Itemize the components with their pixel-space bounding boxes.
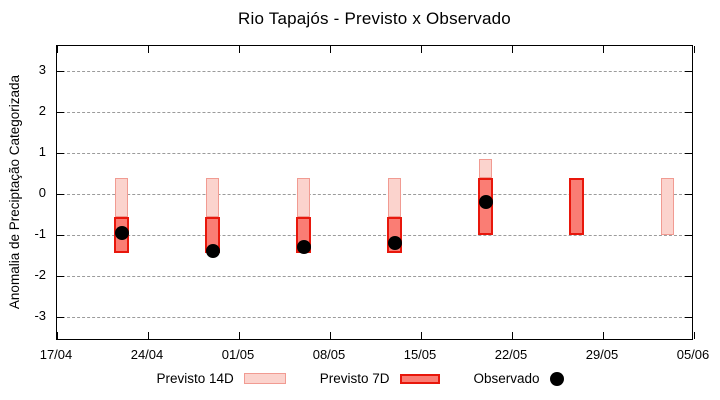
x-tick-label: 29/05 (585, 347, 619, 362)
x-tick-top (512, 46, 513, 53)
x-tick-label: 01/05 (221, 347, 255, 362)
observado-dot (297, 240, 311, 255)
x-tick-top (694, 46, 695, 53)
bar-previsto-14d (206, 177, 219, 217)
y-tick-label: -3 (34, 308, 46, 323)
x-tick-bottom (603, 332, 604, 339)
x-tick-top (57, 46, 58, 53)
y-tick-label: 0 (38, 185, 46, 200)
gridline (57, 194, 692, 195)
y-tick-label: 2 (38, 103, 46, 118)
x-tick-top (421, 46, 422, 53)
y-tick-right (685, 71, 692, 72)
chart-title: Rio Tapajós - Previsto x Observado (238, 9, 511, 28)
bar-previsto-14d (115, 177, 128, 217)
y-tick-right (685, 317, 692, 318)
x-tick-top (330, 46, 331, 53)
x-tick-top (603, 46, 604, 53)
y-tick-right (685, 112, 692, 113)
observado-dot (115, 225, 129, 240)
x-tick-bottom (239, 332, 240, 339)
x-tick-label: 24/04 (130, 347, 164, 362)
legend-dot-observado (549, 371, 564, 386)
legend-item: Previsto 14D (156, 371, 286, 386)
x-tick-top (239, 46, 240, 53)
y-tick-left (57, 235, 64, 236)
x-tick-bottom (330, 332, 331, 339)
legend-label: Previsto 14D (156, 371, 234, 386)
y-tick-label: 3 (38, 62, 46, 77)
gridline (57, 71, 692, 72)
y-tick-left (57, 317, 64, 318)
y-tick-right (685, 276, 692, 277)
y-tick-left (57, 194, 64, 195)
x-tick-label: 05/06 (676, 347, 710, 362)
legend-item: Observado (474, 371, 564, 386)
y-tick-right (685, 235, 692, 236)
legend-swatch-previsto-7d (399, 373, 440, 384)
legend: Previsto 14D Previsto 7D Observado (0, 371, 720, 386)
legend-swatch-previsto-14d (243, 373, 286, 384)
gridline (57, 153, 692, 154)
x-tick-label: 15/05 (403, 347, 437, 362)
x-tick-label: 22/05 (494, 347, 528, 362)
x-tick-label: 17/04 (39, 347, 73, 362)
y-tick-right (685, 153, 692, 154)
x-tick-label: 08/05 (312, 347, 346, 362)
x-tick-bottom (421, 332, 422, 339)
y-tick-left (57, 153, 64, 154)
gridline (57, 112, 692, 113)
legend-label: Observado (473, 371, 540, 386)
bar-previsto-7d (569, 177, 584, 235)
bar-previsto-14d (297, 177, 310, 217)
gridline (57, 235, 692, 236)
y-tick-label: -1 (34, 226, 46, 241)
x-tick-bottom (512, 332, 513, 339)
y-tick-label: -2 (34, 267, 46, 282)
observado-dot (479, 195, 493, 210)
x-tick-top (148, 46, 149, 53)
observado-dot (206, 244, 220, 259)
bar-previsto-14d (388, 177, 401, 217)
y-tick-label: 1 (38, 144, 46, 159)
gridline (57, 276, 692, 277)
y-tick-right (685, 194, 692, 195)
observado-dot (388, 236, 402, 251)
bar-previsto-14d (479, 159, 492, 178)
legend-label: Previsto 7D (319, 371, 390, 386)
bar-previsto-14d (661, 177, 674, 235)
gridline (57, 317, 692, 318)
plot-area (56, 45, 695, 340)
y-tick-left (57, 71, 64, 72)
x-tick-bottom (57, 332, 58, 339)
x-tick-bottom (148, 332, 149, 339)
x-tick-bottom (694, 332, 695, 339)
y-tick-left (57, 276, 64, 277)
y-tick-left (57, 112, 64, 113)
legend-item: Previsto 7D (320, 371, 440, 386)
